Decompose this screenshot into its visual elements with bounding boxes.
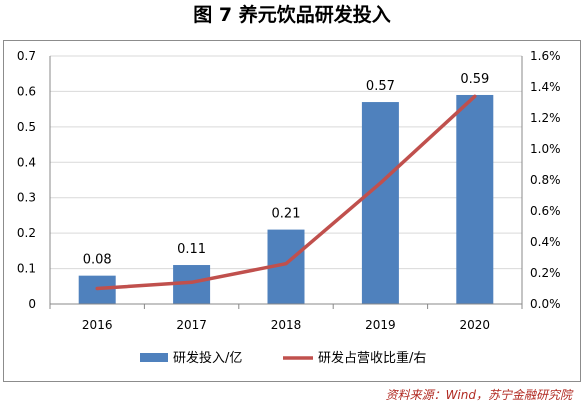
bar-value-label: 0.11 (177, 242, 206, 257)
x-tick-label: 2020 (460, 318, 491, 332)
x-tick-label: 2016 (82, 318, 113, 332)
bars (78, 94, 494, 304)
x-tick-label: 2019 (365, 318, 396, 332)
x-tick-label: 2018 (271, 318, 302, 332)
right-tick-label: 1.6% (530, 49, 561, 63)
legend-bar-label: 研发投入/亿 (173, 350, 242, 366)
legend: 研发投入/亿 研发占营收比重/右 (140, 350, 426, 366)
left-tick-label: 0.4 (17, 155, 36, 169)
right-tick-label: 1.4% (530, 80, 561, 94)
data-labels: 0.08 0.11 0.21 0.57 0.59 (83, 72, 490, 268)
left-tick-label: 0.5 (17, 120, 36, 134)
bar (361, 102, 399, 304)
left-tick-label: 0.2 (17, 226, 36, 240)
bar-value-label: 0.08 (83, 253, 112, 268)
bar (456, 94, 494, 304)
right-tick-label: 0.6% (530, 204, 561, 218)
left-tick-label: 0.3 (17, 191, 36, 205)
chart-title: 图 7 养元饮品研发投入 (193, 4, 391, 26)
source-note: 资料来源：Wind，苏宁金融研究院 (385, 388, 572, 402)
right-tick-label: 0.0% (530, 297, 561, 311)
x-tick-label: 2017 (176, 318, 207, 332)
left-tick-label: 0.7 (17, 49, 36, 63)
chart-frame (3, 40, 581, 382)
right-tick-label: 0.2% (530, 266, 561, 280)
axes: 0 0.1 0.2 0.3 0.4 0.5 0.6 0.7 0.0% 0.2% 0.4% 0.6% 0.… (17, 49, 561, 332)
right-tick-label: 1.0% (530, 142, 561, 156)
left-tick-label: 0 (28, 297, 36, 311)
left-tick-label: 0.6 (17, 84, 36, 98)
left-tick-label: 0.1 (17, 262, 36, 276)
right-tick-label: 1.2% (530, 111, 561, 125)
right-tick-label: 0.8% (530, 173, 561, 187)
legend-line-label: 研发占营收比重/右 (318, 350, 426, 366)
bar-value-label: 0.57 (366, 79, 395, 94)
legend-bar-swatch (140, 353, 168, 362)
bar-value-label: 0.21 (272, 207, 301, 222)
bar-value-label: 0.59 (460, 72, 489, 87)
right-tick-label: 0.4% (530, 235, 561, 249)
ratio-line (95, 94, 477, 291)
